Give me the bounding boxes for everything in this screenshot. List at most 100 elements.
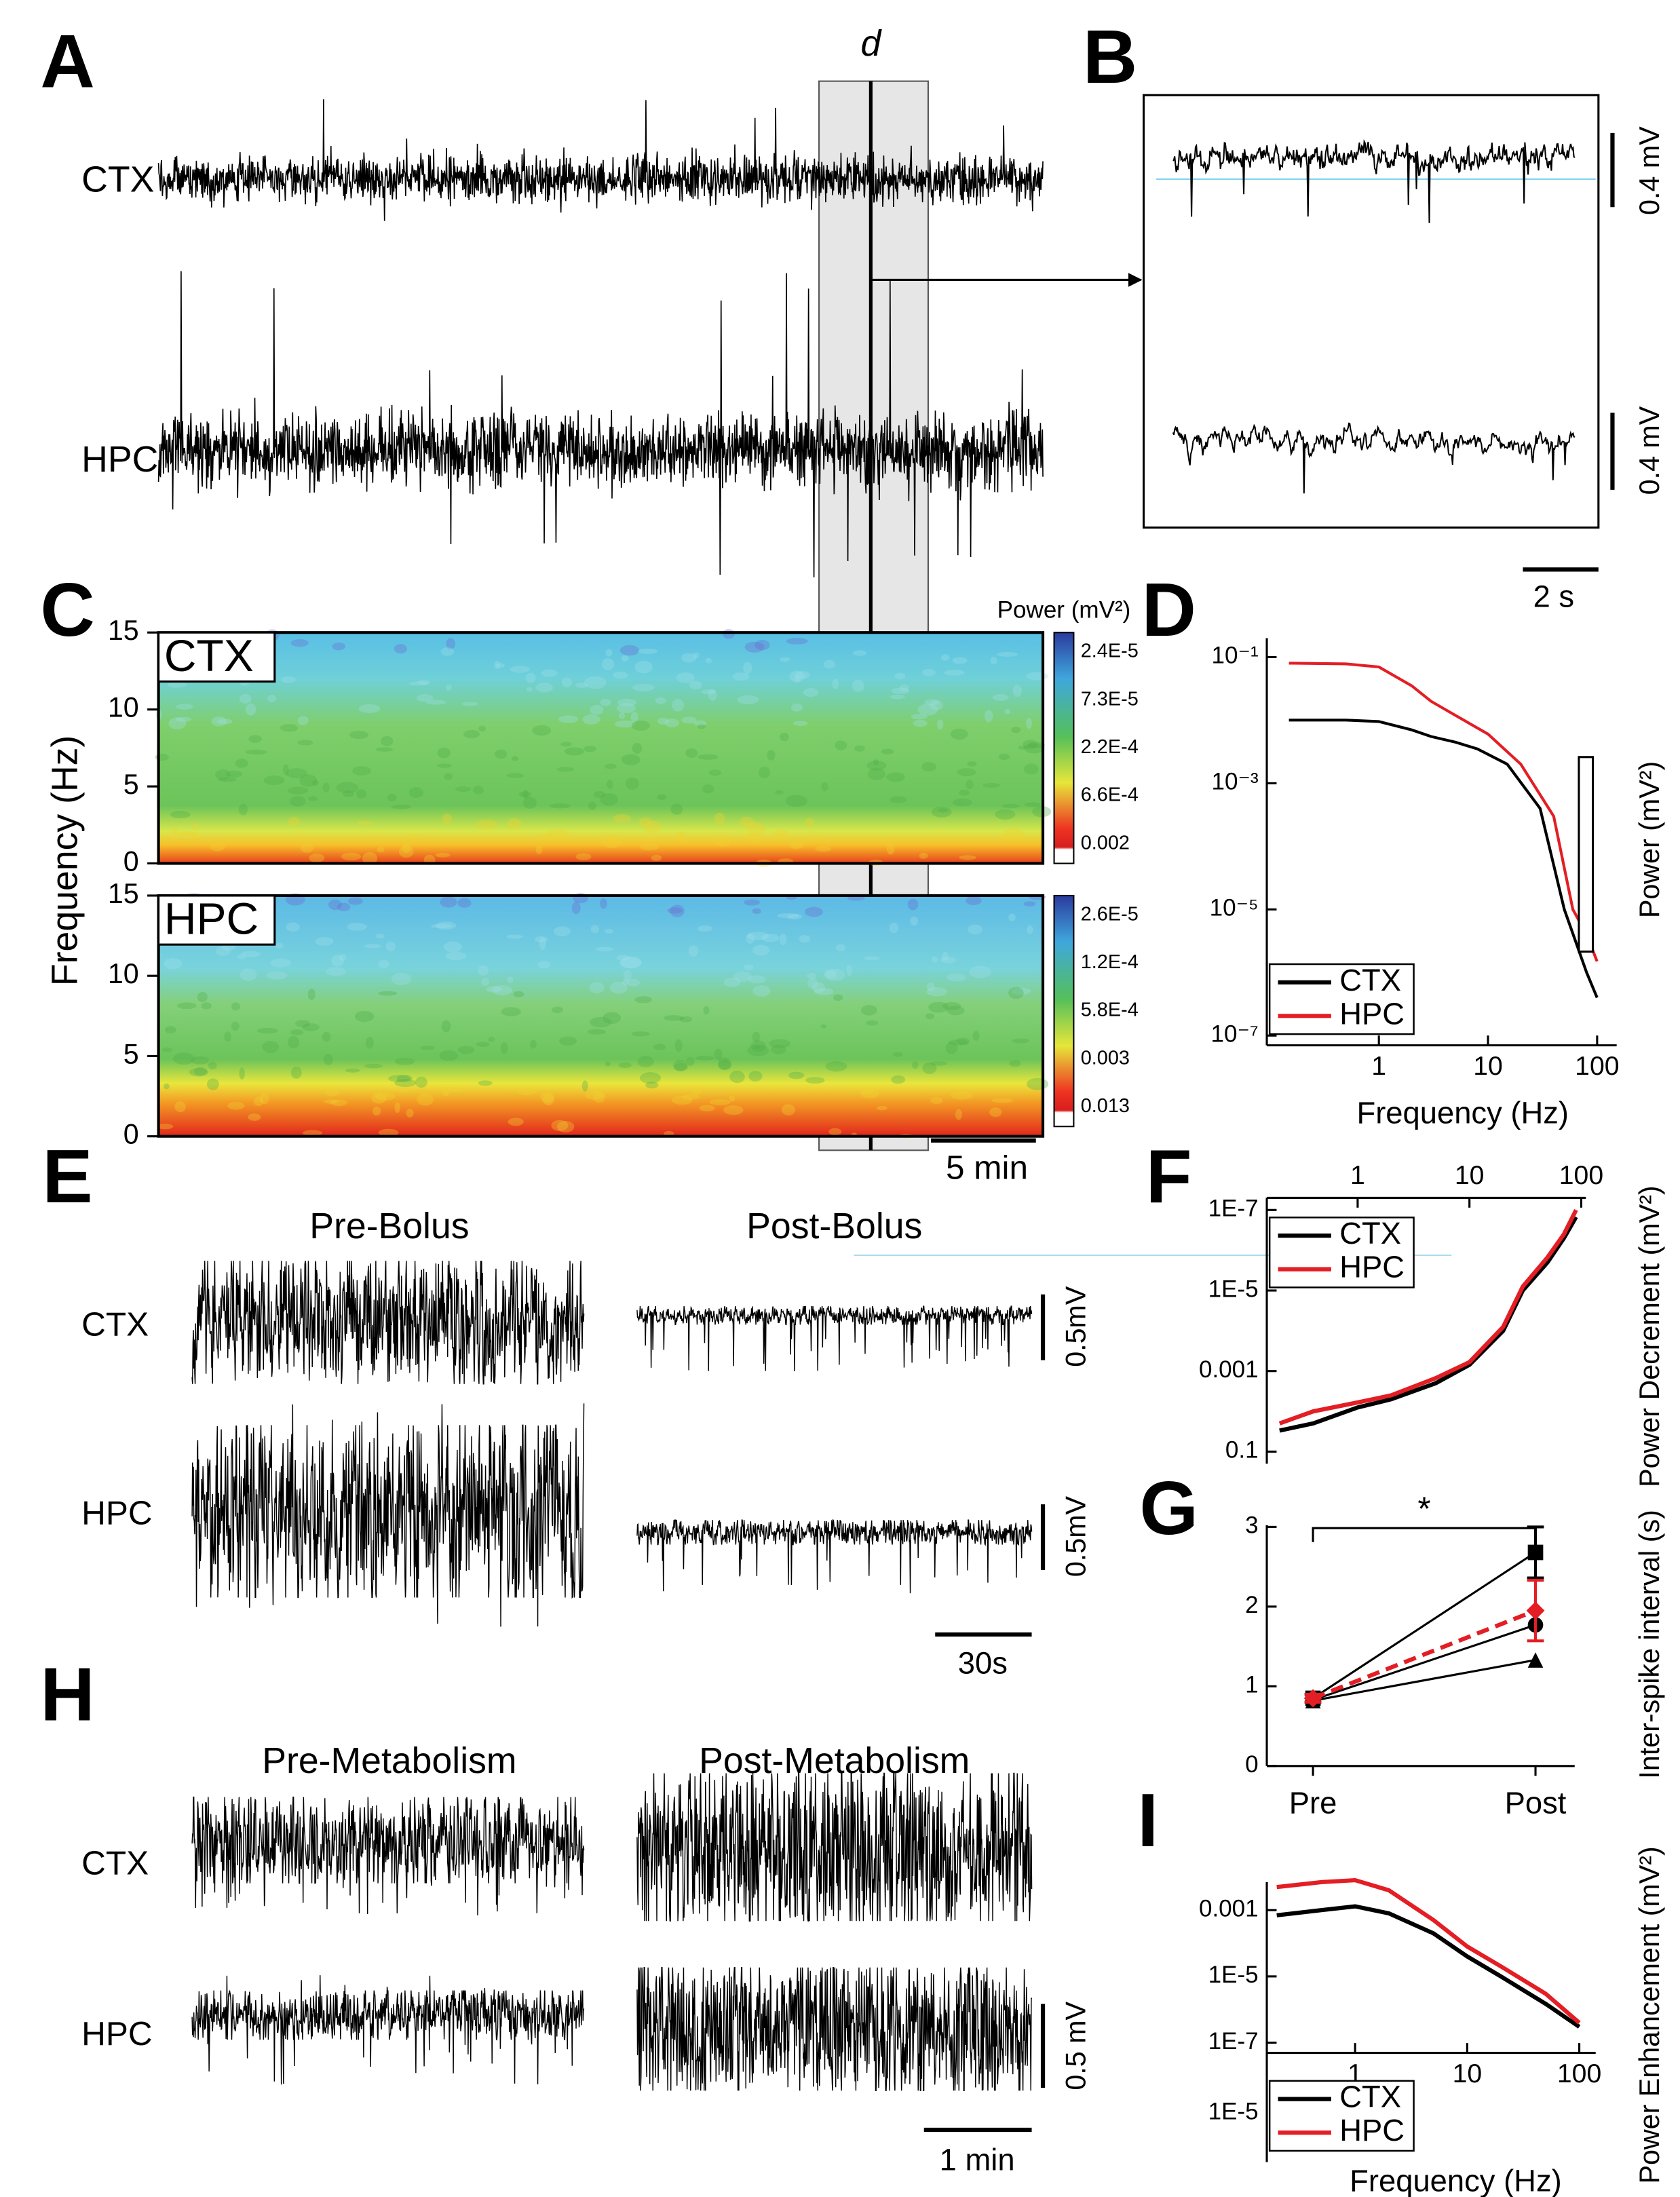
texture	[171, 828, 178, 835]
texture	[280, 724, 299, 732]
texture	[739, 816, 755, 828]
texture	[891, 687, 910, 694]
texture	[248, 1113, 261, 1121]
texture	[609, 981, 628, 994]
texture	[795, 671, 810, 679]
texture	[549, 803, 571, 809]
texture	[394, 644, 408, 654]
texture	[1024, 802, 1041, 807]
texture	[445, 951, 467, 961]
colorbar-label: 2.2E-4	[1081, 736, 1139, 758]
y-tick-label: 0	[1245, 1751, 1259, 1778]
texture	[925, 1013, 935, 1020]
texture	[685, 748, 698, 758]
texture	[952, 657, 968, 664]
texture	[603, 1012, 622, 1025]
texture	[744, 833, 763, 842]
texture	[211, 716, 227, 727]
texture	[938, 808, 949, 813]
texture	[307, 989, 316, 1000]
texture	[703, 1006, 710, 1015]
texture	[632, 683, 655, 691]
texture	[671, 1095, 693, 1105]
texture	[589, 982, 605, 993]
legend-label: CTX	[1339, 2080, 1401, 2114]
texture	[437, 747, 451, 759]
texture	[267, 694, 277, 703]
texture	[417, 1093, 434, 1106]
texture	[547, 829, 570, 841]
texture	[364, 944, 381, 949]
texture	[890, 694, 905, 700]
texture	[1008, 913, 1016, 921]
texture	[170, 811, 191, 819]
texture	[536, 834, 554, 841]
texture	[600, 792, 618, 806]
map-name: CTX	[164, 630, 254, 681]
texture	[240, 968, 257, 981]
texture	[886, 772, 905, 782]
texture	[645, 1082, 659, 1089]
x-tick-label: 100	[1575, 1052, 1619, 1081]
texture	[330, 1099, 347, 1106]
trace	[636, 1772, 1033, 1922]
texture	[337, 902, 351, 912]
texture	[940, 957, 957, 963]
x-tick-label: Post	[1505, 1786, 1567, 1820]
texture	[709, 1099, 731, 1105]
texture	[991, 1098, 1014, 1103]
texture	[913, 719, 928, 727]
column-label: Pre-Metabolism	[262, 1740, 516, 1781]
texture	[262, 1041, 280, 1054]
texture	[928, 1001, 949, 1013]
y-tick-label: 1	[1245, 1672, 1259, 1698]
texture	[1024, 763, 1039, 775]
legend-label: HPC	[1339, 996, 1405, 1031]
panel-label: H	[40, 1651, 94, 1736]
texture	[535, 936, 548, 943]
texture	[794, 675, 801, 683]
texture	[860, 1089, 879, 1098]
texture	[260, 1092, 269, 1105]
row-label: CTX	[81, 1844, 149, 1881]
trace	[191, 1975, 585, 2085]
texture	[588, 801, 596, 810]
x-tick-label: 10	[1455, 1161, 1485, 1190]
texture	[890, 796, 907, 803]
texture	[714, 812, 725, 824]
texture	[558, 715, 579, 723]
x-tick-label: 10	[1473, 1052, 1503, 1081]
texture	[442, 813, 453, 824]
texture	[375, 747, 394, 752]
texture	[718, 1057, 731, 1070]
texture	[1008, 987, 1024, 999]
texture	[571, 901, 581, 915]
texture	[377, 846, 385, 853]
texture	[861, 1005, 877, 1016]
texture	[217, 777, 237, 782]
texture	[638, 817, 652, 827]
texture	[959, 789, 970, 797]
texture	[288, 817, 300, 826]
texture	[256, 1027, 278, 1034]
texture	[688, 945, 699, 957]
scale-label: 0.5 mV	[1061, 2001, 1092, 2090]
texture	[161, 1047, 172, 1052]
texture	[297, 716, 309, 726]
trace	[636, 1967, 1033, 2091]
y-tick-label: 1E-7	[1208, 2028, 1259, 2055]
texture	[290, 796, 306, 807]
texture	[809, 835, 822, 842]
series-line	[1278, 1208, 1578, 1426]
trace	[1172, 422, 1576, 494]
scale-label: 2 s	[1533, 579, 1575, 614]
texture	[639, 843, 660, 851]
texture	[1009, 1060, 1021, 1067]
series-line	[1279, 1216, 1578, 1433]
texture	[201, 1002, 212, 1010]
row-label: CTX	[81, 159, 154, 199]
texture	[352, 765, 371, 776]
texture	[1004, 708, 1011, 714]
texture	[301, 1023, 320, 1031]
